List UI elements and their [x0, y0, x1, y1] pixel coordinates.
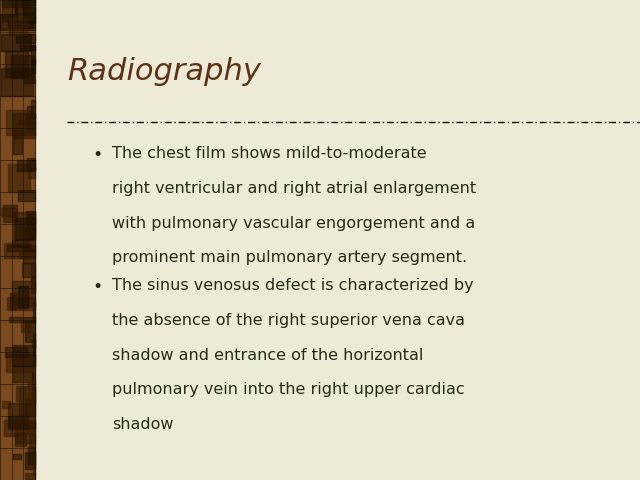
Bar: [6, 354, 35, 372]
Bar: [26, 114, 35, 119]
Bar: [29, 434, 35, 447]
Bar: [28, 447, 35, 464]
Text: shadow and entrance of the horizontal: shadow and entrance of the horizontal: [112, 348, 424, 362]
Bar: [2, 0, 17, 22]
Bar: [23, 250, 35, 263]
Bar: [33, 302, 35, 321]
Bar: [0, 14, 35, 30]
Bar: [31, 100, 35, 118]
Text: shadow: shadow: [112, 417, 173, 432]
Bar: [26, 212, 35, 223]
Bar: [28, 214, 35, 229]
Bar: [1, 208, 16, 216]
Bar: [11, 69, 31, 76]
Bar: [17, 422, 35, 433]
Bar: [21, 323, 30, 332]
Bar: [25, 473, 35, 480]
Bar: [8, 404, 35, 428]
Bar: [1, 35, 31, 51]
Bar: [31, 59, 35, 73]
Bar: [25, 228, 35, 252]
Bar: [4, 243, 30, 258]
Bar: [19, 252, 35, 258]
Text: Radiography: Radiography: [67, 58, 261, 86]
Bar: [19, 387, 26, 415]
Bar: [15, 433, 26, 446]
Bar: [24, 452, 35, 469]
Text: right ventricular and right atrial enlargement: right ventricular and right atrial enlar…: [112, 181, 476, 196]
Text: prominent main pulmonary artery segment.: prominent main pulmonary artery segment.: [112, 250, 467, 265]
Bar: [13, 212, 35, 239]
Text: The sinus venosus defect is characterized by: The sinus venosus defect is characterize…: [112, 278, 474, 293]
Bar: [19, 286, 28, 308]
Bar: [31, 264, 35, 288]
Bar: [33, 339, 35, 367]
Bar: [17, 160, 35, 171]
Bar: [4, 420, 17, 436]
Bar: [5, 348, 27, 357]
Text: •: •: [93, 278, 103, 296]
Bar: [2, 400, 10, 408]
Bar: [0, 0, 35, 480]
Bar: [20, 45, 35, 50]
Bar: [26, 158, 35, 170]
Bar: [33, 333, 35, 348]
Bar: [28, 168, 35, 178]
Text: pulmonary vein into the right upper cardiac: pulmonary vein into the right upper card…: [112, 382, 465, 397]
Bar: [8, 164, 30, 192]
Bar: [8, 21, 33, 28]
Bar: [13, 130, 22, 154]
Bar: [13, 346, 35, 366]
Bar: [15, 0, 35, 13]
Bar: [12, 281, 35, 307]
Bar: [15, 218, 35, 240]
Bar: [22, 263, 35, 277]
Bar: [32, 120, 35, 135]
Bar: [11, 55, 34, 78]
Bar: [22, 0, 35, 5]
Bar: [8, 245, 35, 251]
Text: The chest film shows mild-to-moderate: The chest film shows mild-to-moderate: [112, 146, 427, 161]
Bar: [31, 392, 35, 403]
Bar: [32, 340, 35, 347]
Bar: [10, 293, 16, 309]
Bar: [32, 373, 35, 399]
Bar: [25, 321, 35, 342]
Bar: [16, 34, 35, 43]
Bar: [31, 45, 35, 64]
Bar: [27, 106, 33, 131]
Text: the absence of the right superior vena cava: the absence of the right superior vena c…: [112, 313, 465, 328]
Bar: [6, 51, 28, 77]
Bar: [2, 0, 29, 7]
Bar: [15, 420, 35, 444]
Bar: [13, 366, 33, 382]
Bar: [33, 450, 35, 475]
Bar: [26, 399, 35, 416]
Bar: [8, 317, 35, 322]
Bar: [6, 110, 31, 135]
Text: •: •: [93, 146, 103, 164]
Bar: [31, 276, 35, 293]
Text: with pulmonary vascular engorgement and a: with pulmonary vascular engorgement and …: [112, 216, 476, 230]
Bar: [13, 455, 21, 458]
Bar: [12, 240, 28, 247]
Bar: [8, 18, 28, 35]
Bar: [28, 381, 35, 403]
Bar: [7, 297, 35, 310]
Bar: [24, 79, 35, 83]
Bar: [3, 205, 17, 222]
Bar: [23, 7, 35, 23]
Bar: [1, 69, 33, 96]
Bar: [16, 386, 35, 400]
Bar: [8, 416, 28, 429]
Bar: [18, 120, 35, 124]
Bar: [18, 190, 35, 201]
Bar: [13, 113, 35, 138]
